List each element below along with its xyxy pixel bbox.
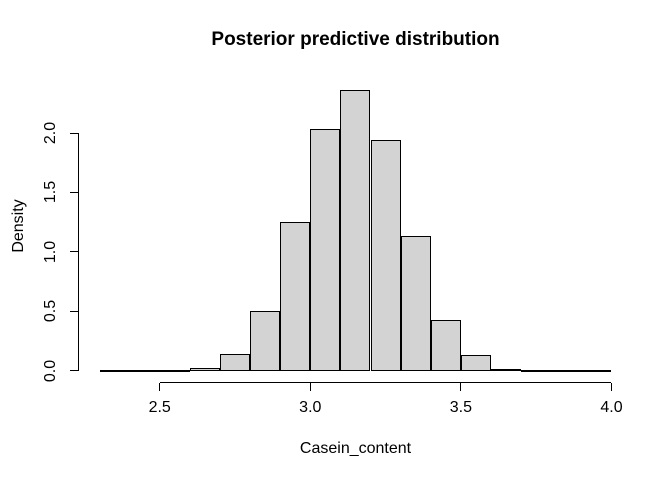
histogram-bar	[159, 369, 190, 372]
x-tick-label: 3.0	[299, 399, 322, 416]
histogram-bar	[129, 369, 160, 372]
y-tick	[70, 370, 78, 372]
y-tick-label: 0.5	[42, 300, 59, 323]
histogram-bar	[310, 129, 341, 371]
x-tick	[460, 383, 462, 391]
x-tick-label: 4.0	[600, 399, 623, 416]
x-tick	[309, 383, 311, 391]
histogram-bar	[220, 354, 251, 371]
histogram-bar	[460, 355, 491, 371]
y-axis-label: Density	[10, 199, 27, 253]
y-tick-label: 1.0	[42, 240, 59, 264]
histogram-bar	[280, 222, 311, 371]
x-tick	[159, 383, 161, 391]
histogram-bar	[430, 319, 461, 371]
x-axis-line	[159, 382, 612, 383]
x-tick	[611, 383, 612, 391]
y-tick-label: 1.5	[42, 181, 59, 204]
x-tick-label: 3.5	[449, 399, 473, 416]
x-tick-label: 2.5	[148, 399, 171, 416]
y-tick	[70, 251, 78, 253]
histogram-bar	[189, 368, 220, 371]
histogram-bar	[370, 140, 401, 371]
histogram-bar	[551, 369, 582, 372]
y-tick-label: 2.0	[42, 121, 59, 145]
histogram-bar	[99, 369, 130, 372]
y-tick	[70, 310, 78, 312]
histogram-bar	[400, 236, 431, 371]
histogram-bar	[491, 368, 522, 371]
histogram-bar	[250, 311, 281, 371]
y-tick-label: 0.0	[42, 359, 59, 382]
x-axis-label: Casein_content	[299, 440, 412, 457]
y-tick	[70, 132, 78, 134]
histogram-bar	[521, 369, 552, 372]
histogram-bar	[581, 369, 612, 372]
histogram-bar	[340, 90, 371, 371]
y-axis-line	[78, 133, 79, 371]
y-tick	[70, 191, 78, 193]
chart-title: Posterior predictive distribution	[211, 29, 500, 50]
